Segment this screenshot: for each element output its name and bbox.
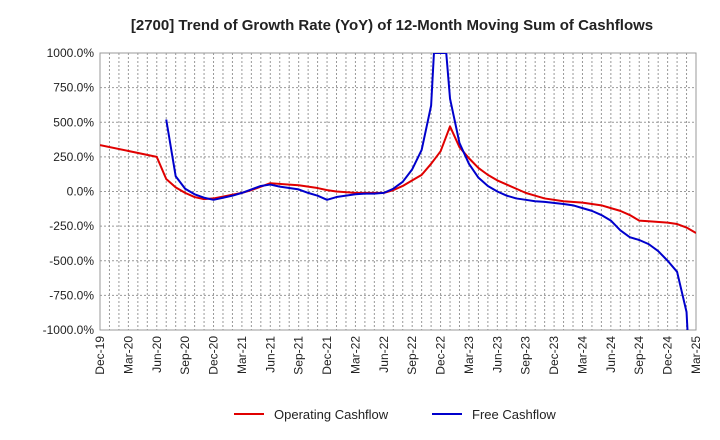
plot-area: [99, 52, 697, 331]
legend-operating-cashflow: Operating Cashflow: [234, 407, 389, 422]
legend-label: Operating Cashflow: [274, 407, 389, 422]
x-tick-label: Jun-24: [604, 336, 618, 373]
x-tick-label: Mar-20: [121, 336, 135, 374]
y-tick-label: -250.0%: [49, 219, 94, 233]
x-tick-label: Dec-20: [207, 336, 221, 375]
x-tick-label: Jun-21: [263, 336, 277, 373]
chart-title: [2700] Trend of Growth Rate (YoY) of 12-…: [131, 17, 653, 34]
y-axis: 1000.0% 750.0% 500.0% 250.0% 0.0% -250.0% -500…: [43, 46, 95, 337]
x-tick-label: Mar-21: [235, 336, 249, 374]
legend: Operating Cashflow Free Cashflow: [234, 407, 556, 422]
x-tick-label: Jun-23: [490, 336, 504, 373]
x-tick-label: Sep-20: [178, 336, 192, 375]
y-tick-label: -500.0%: [49, 254, 94, 268]
x-tick-label: Mar-25: [689, 336, 703, 374]
y-tick-label: -750.0%: [49, 288, 94, 302]
y-tick-label: 0.0%: [67, 185, 95, 199]
x-tick-label: Dec-22: [434, 336, 448, 375]
x-tick-label: Jun-22: [377, 336, 391, 373]
x-tick-label: Jun-20: [150, 336, 164, 373]
x-tick-label: Dec-19: [93, 336, 107, 375]
legend-free-cashflow: Free Cashflow: [432, 407, 556, 422]
x-tick-label: Sep-23: [519, 336, 533, 375]
x-tick-label: Mar-22: [348, 336, 362, 374]
x-tick-label: Sep-22: [405, 336, 419, 375]
y-tick-label: -1000.0%: [43, 323, 95, 337]
x-tick-label: Mar-23: [462, 336, 476, 374]
x-tick-label: Sep-24: [632, 336, 646, 375]
x-axis: Dec-19 Mar-20 Jun-20 Sep-20 Dec-20 Mar-21 Jun-…: [93, 336, 703, 375]
x-tick-label: Dec-21: [320, 336, 334, 375]
x-tick-label: Mar-24: [575, 336, 589, 374]
y-tick-label: 250.0%: [53, 150, 94, 164]
series-group: [100, 53, 696, 330]
legend-label: Free Cashflow: [472, 407, 556, 422]
x-tick-label: Dec-24: [661, 336, 675, 375]
x-tick-label: Dec-23: [547, 336, 561, 375]
x-tick-label: Sep-21: [292, 336, 306, 375]
y-tick-label: 1000.0%: [47, 46, 95, 60]
free-cashflow-line: [165, 53, 689, 330]
y-tick-label: 750.0%: [53, 81, 94, 95]
y-tick-label: 500.0%: [53, 115, 94, 129]
